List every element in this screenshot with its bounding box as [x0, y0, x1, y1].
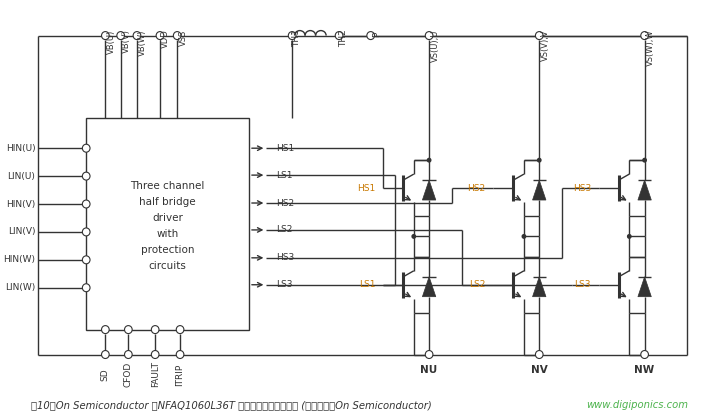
Circle shape — [642, 158, 647, 163]
Circle shape — [176, 351, 184, 359]
Circle shape — [176, 326, 184, 334]
Text: HS1: HS1 — [357, 183, 375, 193]
Text: VB(U): VB(U) — [107, 30, 116, 54]
Text: P: P — [373, 32, 382, 37]
Text: LS1: LS1 — [359, 280, 375, 289]
Text: HIN(V): HIN(V) — [6, 199, 36, 208]
Text: LIN(U): LIN(U) — [8, 172, 36, 181]
Polygon shape — [638, 180, 651, 200]
Polygon shape — [533, 180, 546, 200]
Circle shape — [535, 351, 543, 359]
Circle shape — [102, 351, 109, 359]
Text: LS1: LS1 — [276, 171, 292, 180]
Circle shape — [151, 351, 159, 359]
Circle shape — [102, 326, 109, 334]
Text: HS2: HS2 — [468, 183, 486, 193]
Text: VS(W),W: VS(W),W — [646, 30, 655, 66]
Circle shape — [82, 256, 90, 264]
Text: LIN(W): LIN(W) — [5, 283, 36, 292]
Text: www.digiponics.com: www.digiponics.com — [586, 400, 688, 410]
Text: TH1: TH1 — [292, 30, 301, 48]
Bar — [86, 118, 249, 329]
Circle shape — [367, 32, 375, 40]
Circle shape — [288, 32, 296, 40]
Text: FAULT: FAULT — [151, 362, 160, 387]
Text: CFOD: CFOD — [124, 362, 133, 387]
Circle shape — [133, 32, 141, 40]
Circle shape — [535, 32, 543, 40]
Circle shape — [641, 351, 648, 359]
Text: SD: SD — [101, 368, 110, 381]
Circle shape — [627, 234, 631, 239]
Circle shape — [117, 32, 124, 40]
Text: driver: driver — [152, 213, 183, 223]
Text: HS2: HS2 — [276, 198, 294, 208]
Text: Three channel: Three channel — [130, 181, 205, 191]
Text: NW: NW — [634, 365, 655, 375]
Circle shape — [522, 234, 526, 239]
Circle shape — [151, 326, 159, 334]
Text: with: with — [156, 229, 178, 239]
Text: ITRIP: ITRIP — [176, 363, 185, 386]
Text: HS3: HS3 — [573, 183, 591, 193]
Text: VS(V),V: VS(V),V — [540, 30, 550, 61]
Text: VS(U),U: VS(U),U — [431, 30, 439, 62]
Text: half bridge: half bridge — [139, 197, 196, 207]
Text: VSS: VSS — [178, 30, 188, 46]
Text: HS3: HS3 — [276, 254, 294, 262]
Text: protection: protection — [141, 245, 194, 255]
Text: VDD: VDD — [161, 30, 171, 48]
Circle shape — [82, 228, 90, 236]
Circle shape — [82, 144, 90, 152]
Circle shape — [427, 158, 432, 163]
Text: HS1: HS1 — [276, 144, 294, 153]
Text: VB(W): VB(W) — [139, 30, 147, 56]
Circle shape — [82, 284, 90, 292]
Text: TH2: TH2 — [339, 30, 348, 48]
Circle shape — [124, 326, 132, 334]
Text: NV: NV — [531, 365, 547, 375]
Circle shape — [156, 32, 164, 40]
Text: LIN(V): LIN(V) — [8, 227, 36, 236]
Circle shape — [82, 200, 90, 208]
Polygon shape — [533, 277, 546, 297]
Circle shape — [82, 172, 90, 180]
Circle shape — [173, 32, 181, 40]
Circle shape — [102, 32, 109, 40]
Circle shape — [537, 158, 542, 163]
Text: 图10：On Semiconductor 的NFAQ1060L36T 功率集成模块功能框图 (图片来源：On Semiconductor): 图10：On Semiconductor 的NFAQ1060L36T 功率集成模… — [31, 400, 432, 410]
Circle shape — [335, 32, 343, 40]
Circle shape — [641, 32, 648, 40]
Text: circuits: circuits — [149, 261, 186, 271]
Circle shape — [412, 234, 416, 239]
Circle shape — [124, 351, 132, 359]
Text: HIN(U): HIN(U) — [6, 144, 36, 153]
Polygon shape — [422, 180, 436, 200]
Text: LS2: LS2 — [469, 280, 486, 289]
Text: VB(V): VB(V) — [122, 30, 131, 53]
Polygon shape — [638, 277, 651, 297]
Text: HIN(W): HIN(W) — [4, 255, 36, 264]
Text: LS3: LS3 — [276, 280, 292, 289]
Circle shape — [425, 351, 433, 359]
Polygon shape — [422, 277, 436, 297]
Circle shape — [425, 32, 433, 40]
Text: NU: NU — [420, 365, 438, 375]
Text: LS3: LS3 — [574, 280, 591, 289]
Text: LS2: LS2 — [276, 226, 292, 234]
